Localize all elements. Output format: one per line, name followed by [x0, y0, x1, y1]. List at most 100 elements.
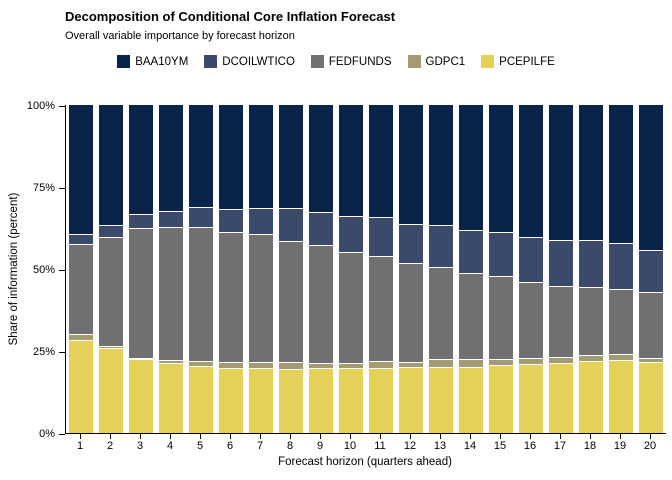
y-tick-label: 25%: [32, 345, 55, 358]
bar-segment-gdpc1: [459, 359, 483, 368]
bar-segment-gdpc1: [309, 364, 333, 370]
bar-segment-gdpc1: [609, 354, 633, 362]
x-tick-mark: [320, 434, 321, 439]
bar-segment-fedfunds: [609, 290, 633, 355]
bar-segment-pcepilfe: [489, 366, 513, 433]
bar-slot-h15: [486, 105, 516, 433]
bar-segment-pcepilfe: [429, 368, 453, 433]
stacked-bar-h2: [99, 105, 123, 433]
x-tick-mark: [500, 434, 501, 439]
x-tick-label: 8: [286, 440, 294, 452]
x-tick-label: 1: [76, 440, 84, 452]
stacked-bar-h12: [399, 105, 423, 433]
legend-swatch-icon: [407, 55, 421, 68]
stacked-bar-h15: [489, 105, 513, 433]
bar-segment-gdpc1: [99, 346, 123, 350]
bar-segment-dcoilwtico: [579, 241, 603, 288]
x-tick-label: 19: [613, 440, 627, 452]
bar-segment-pcepilfe: [189, 366, 213, 433]
x-tick-label: 13: [433, 440, 447, 452]
x-tick-mark: [230, 434, 231, 439]
y-tick-mark: [59, 269, 65, 271]
bar-segment-pcepilfe: [159, 364, 183, 433]
x-tick-mark: [590, 434, 591, 439]
bar-segment-baa10ym: [69, 105, 93, 236]
stacked-bar-h16: [519, 105, 543, 433]
bar-segment-baa10ym: [639, 105, 663, 251]
y-tick-mark: [59, 433, 65, 435]
x-tick-label: 14: [463, 440, 477, 452]
legend-label: BAA10YM: [135, 55, 189, 68]
stacked-bar-h5: [189, 105, 213, 433]
x-tick-label: 9: [316, 440, 324, 452]
legend-swatch-icon: [481, 55, 495, 68]
stacked-bar-h18: [579, 105, 603, 433]
bar-segment-gdpc1: [129, 358, 153, 360]
x-tick-label: 12: [403, 440, 417, 452]
bar-segment-pcepilfe: [69, 341, 93, 433]
x-tick-mark: [650, 434, 651, 439]
x-tick-mark: [170, 434, 171, 439]
bar-segment-dcoilwtico: [609, 243, 633, 291]
bar-slot-h7: [246, 105, 276, 433]
bar-slot-h10: [336, 105, 366, 433]
bar-segment-baa10ym: [279, 105, 303, 209]
bar-segment-pcepilfe: [129, 359, 153, 433]
x-tick-mark: [290, 434, 291, 439]
stacked-bar-h14: [459, 105, 483, 433]
x-axis-title: Forecast horizon (quarters ahead): [278, 456, 452, 468]
x-tick-label: 6: [226, 440, 234, 452]
bar-segment-dcoilwtico: [519, 237, 543, 283]
y-tick-label: 75%: [32, 181, 55, 194]
bar-slot-h13: [426, 105, 456, 433]
bar-segment-baa10ym: [609, 105, 633, 244]
bar-segment-dcoilwtico: [189, 207, 213, 228]
bar-segment-gdpc1: [219, 363, 243, 369]
bar-segment-fedfunds: [459, 273, 483, 360]
bar-slot-h4: [156, 105, 186, 433]
y-tick-label: 0%: [39, 427, 55, 440]
bar-segment-dcoilwtico: [69, 235, 93, 246]
bar-segment-dcoilwtico: [279, 208, 303, 243]
bar-segment-fedfunds: [249, 235, 273, 364]
legend-swatch-icon: [204, 55, 218, 68]
bar-segment-baa10ym: [309, 105, 333, 213]
legend-item-pcepilfe: PCEPILFE: [481, 55, 555, 68]
legend-label: FEDFUNDS: [328, 55, 392, 68]
bar-segment-dcoilwtico: [249, 208, 273, 236]
x-tick-label: 20: [643, 440, 657, 452]
bar-segment-gdpc1: [489, 359, 513, 367]
legend-item-fedfunds: FEDFUNDS: [310, 55, 392, 68]
x-tick-mark: [80, 434, 81, 439]
bar-segment-gdpc1: [69, 334, 93, 342]
bar-segment-fedfunds: [159, 228, 183, 361]
stacked-bar-h3: [129, 105, 153, 433]
bar-segment-pcepilfe: [609, 361, 633, 433]
x-tick-mark: [620, 434, 621, 439]
bar-segment-pcepilfe: [579, 362, 603, 433]
bar-segment-baa10ym: [189, 105, 213, 208]
bar-segment-pcepilfe: [459, 367, 483, 433]
bar-segment-dcoilwtico: [159, 211, 183, 229]
bar-segment-baa10ym: [399, 105, 423, 226]
bar-segment-baa10ym: [459, 105, 483, 231]
x-tick-mark: [470, 434, 471, 439]
stacked-bar-h9: [309, 105, 333, 433]
bar-segment-pcepilfe: [99, 349, 123, 433]
bar-segment-dcoilwtico: [639, 251, 663, 293]
bar-segment-baa10ym: [339, 105, 363, 217]
bar-segment-fedfunds: [189, 227, 213, 362]
x-tick-label: 15: [493, 440, 507, 452]
legend-label: DCOILWTICO: [222, 55, 295, 68]
bar-segment-gdpc1: [369, 362, 393, 370]
plot-area: [65, 105, 666, 434]
bar-segment-dcoilwtico: [459, 231, 483, 274]
chart-subtitle: Overall variable importance by forecast …: [65, 30, 295, 42]
x-tick-mark: [440, 434, 441, 439]
bar-segment-dcoilwtico: [129, 215, 153, 230]
legend-item-dcoilwtico: DCOILWTICO: [204, 55, 295, 68]
bar-slot-h17: [546, 105, 576, 433]
bar-segment-fedfunds: [99, 237, 123, 347]
x-tick-mark: [260, 434, 261, 439]
stacked-bar-h17: [549, 105, 573, 433]
